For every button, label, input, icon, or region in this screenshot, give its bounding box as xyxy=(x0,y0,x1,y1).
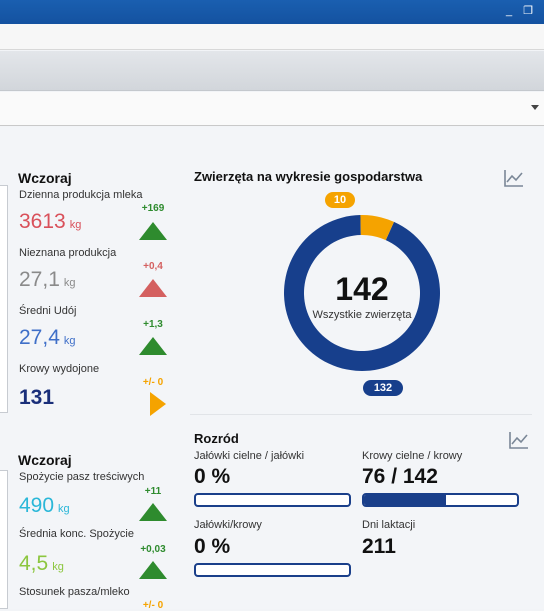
section-title: Rozród xyxy=(194,431,239,446)
dropdown-bar[interactable] xyxy=(0,92,544,126)
metric-unit: kg xyxy=(52,561,64,573)
trend-up-icon xyxy=(139,503,167,521)
donut-total: 142 xyxy=(335,271,388,307)
minimize-button[interactable]: _ xyxy=(505,5,513,17)
menu-strip xyxy=(0,24,544,50)
restore-button[interactable]: ❐ xyxy=(523,5,533,17)
metric-number: 3613 xyxy=(19,210,66,233)
delta-value: +169 xyxy=(141,203,165,214)
metric-value: 27,4 kg xyxy=(19,326,76,350)
window-titlebar: _ ❐ xyxy=(0,0,544,24)
metric-number: 4,5 xyxy=(19,552,49,575)
line-chart-icon[interactable] xyxy=(503,168,525,188)
metric-number: 131 xyxy=(19,386,55,409)
metric-unit: kg xyxy=(63,335,76,347)
metric-number: 27,4 xyxy=(19,326,60,349)
stat-label: Jałówki/krowy xyxy=(194,519,262,531)
progress-bar xyxy=(194,563,351,577)
metric-label: Dzienna produkcja mleka xyxy=(19,189,143,201)
metric-label: Spożycie pasz treściwych xyxy=(19,471,145,483)
donut-chart: 142 Wszystkie zwierzęta xyxy=(284,215,440,371)
delta-value: +11 xyxy=(144,486,162,497)
donut-badge-blue: 132 xyxy=(363,380,403,396)
stat-label: Jałówki cielne / jałówki xyxy=(194,450,305,462)
metric-unit: kg xyxy=(69,219,82,231)
metric-label: Średnia konc. Spożycie xyxy=(19,528,134,540)
metric-number: 27,1 xyxy=(19,268,60,291)
delta-value: +0,03 xyxy=(140,544,166,555)
metric-unit: kg xyxy=(63,277,76,289)
metric-label: Krowy wydojone xyxy=(19,363,100,375)
delta-value: +/- 0 xyxy=(142,377,164,388)
metric-value: 490 kg xyxy=(19,494,70,518)
stat-label: Krowy cielne / krowy xyxy=(362,450,463,462)
trend-up-icon xyxy=(139,561,167,579)
metric-unit: kg xyxy=(58,503,70,515)
trend-up-icon xyxy=(139,222,167,240)
metric-number: 490 xyxy=(19,494,55,517)
delta-value: +/- 0 xyxy=(142,600,164,611)
delta-value: +0,4 xyxy=(143,261,163,272)
dashboard-content xyxy=(0,127,544,609)
left-panel-edge xyxy=(0,470,8,609)
progress-fill xyxy=(364,495,446,505)
panel-title: Wczoraj xyxy=(18,452,72,468)
metric-value: 131 xyxy=(19,386,54,410)
metric-label: Stosunek pasza/mleko xyxy=(19,586,130,598)
metric-value: 3613 kg xyxy=(19,210,81,234)
donut-slice-orange xyxy=(360,215,394,241)
chevron-down-icon[interactable] xyxy=(531,105,539,110)
panel-title: Wczoraj xyxy=(18,170,72,186)
stat-label: Dni laktacji xyxy=(362,519,416,531)
progress-bar xyxy=(362,493,519,507)
stat-value: 76 / 142 xyxy=(362,465,438,488)
metric-value: 4,5 kg xyxy=(19,552,64,576)
metric-label: Średni Udój xyxy=(19,305,77,317)
stat-value: 211 xyxy=(362,535,396,558)
progress-bar xyxy=(194,493,351,507)
delta-value: +1,3 xyxy=(143,319,163,330)
stat-value: 0 % xyxy=(194,535,231,558)
section-divider xyxy=(190,414,532,415)
chart-title: Zwierzęta na wykresie gospodarstwa xyxy=(194,169,423,184)
line-chart-icon[interactable] xyxy=(508,430,530,450)
donut-badge-orange: 10 xyxy=(325,192,355,208)
stat-value: 0 % xyxy=(194,465,231,488)
trend-up-icon xyxy=(139,337,167,355)
trend-up-icon xyxy=(139,279,167,297)
metric-label: Nieznana produkcja xyxy=(19,247,117,259)
metric-value: 27,1 kg xyxy=(19,268,76,292)
donut-center-label: Wszystkie zwierzęta xyxy=(312,309,412,321)
toolbar-strip xyxy=(0,51,544,91)
left-panel-edge xyxy=(0,185,8,413)
trend-flat-icon xyxy=(150,392,166,416)
